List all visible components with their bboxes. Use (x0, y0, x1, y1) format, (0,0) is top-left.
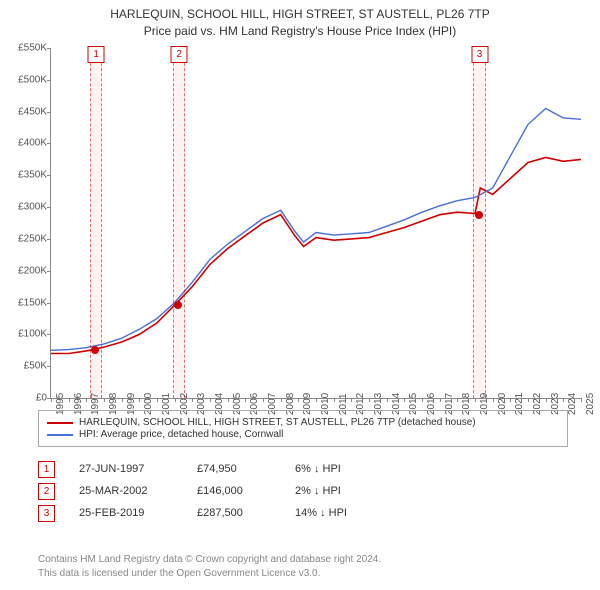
marker-row-diff: 14% ↓ HPI (295, 507, 385, 519)
y-tick-label: £500K (3, 74, 47, 85)
y-tick-label: £150K (3, 297, 47, 308)
marker-table-row: 2 25-MAR-2002 £146,000 2% ↓ HPI (38, 480, 385, 502)
footer-line-1: Contains HM Land Registry data © Crown c… (38, 553, 381, 567)
marker-row-diff: 6% ↓ HPI (295, 463, 385, 475)
marker-row-date: 25-FEB-2019 (79, 507, 179, 519)
sale-marker-band: 2 (173, 48, 186, 398)
legend-swatch-property (47, 422, 73, 424)
footer-line-2: This data is licensed under the Open Gov… (38, 567, 381, 581)
marker-row-date: 27-JUN-1997 (79, 463, 179, 475)
series-line-property (51, 158, 581, 354)
x-tick-label: 2024 (567, 393, 578, 415)
sale-marker-number: 1 (88, 46, 105, 63)
y-tick-label: £400K (3, 138, 47, 149)
marker-row-price: £287,500 (197, 507, 277, 519)
plot-svg (51, 48, 581, 398)
y-tick-label: £100K (3, 329, 47, 340)
footer-attribution: Contains HM Land Registry data © Crown c… (38, 553, 381, 580)
marker-row-number: 3 (38, 505, 55, 522)
marker-row-diff: 2% ↓ HPI (295, 485, 385, 497)
series-line-hpi (51, 109, 581, 351)
legend-item-hpi: HPI: Average price, detached house, Corn… (47, 429, 559, 440)
marker-row-price: £74,950 (197, 463, 277, 475)
chart-plot-area: £0£50K£100K£150K£200K£250K£300K£350K£400… (50, 48, 581, 399)
marker-row-price: £146,000 (197, 485, 277, 497)
x-tick-label: 2025 (585, 393, 596, 415)
legend-swatch-hpi (47, 434, 73, 436)
legend-box: HARLEQUIN, SCHOOL HILL, HIGH STREET, ST … (38, 410, 568, 447)
marker-row-date: 25-MAR-2002 (79, 485, 179, 497)
sale-marker-number: 3 (471, 46, 488, 63)
legend-label-hpi: HPI: Average price, detached house, Corn… (79, 429, 283, 440)
sale-point (174, 301, 182, 309)
y-tick-label: £300K (3, 202, 47, 213)
marker-row-number: 1 (38, 461, 55, 478)
y-tick-label: £200K (3, 265, 47, 276)
y-tick-label: £50K (3, 361, 47, 372)
chart-container: HARLEQUIN, SCHOOL HILL, HIGH STREET, ST … (0, 0, 600, 590)
y-tick-label: £450K (3, 106, 47, 117)
sale-marker-band: 3 (473, 48, 486, 398)
marker-row-number: 2 (38, 483, 55, 500)
legend-item-property: HARLEQUIN, SCHOOL HILL, HIGH STREET, ST … (47, 417, 559, 428)
legend-label-property: HARLEQUIN, SCHOOL HILL, HIGH STREET, ST … (79, 417, 476, 428)
marker-table-row: 3 25-FEB-2019 £287,500 14% ↓ HPI (38, 502, 385, 524)
title-block: HARLEQUIN, SCHOOL HILL, HIGH STREET, ST … (0, 0, 600, 40)
marker-table-row: 1 27-JUN-1997 £74,950 6% ↓ HPI (38, 458, 385, 480)
y-tick-label: £350K (3, 170, 47, 181)
sale-point (91, 346, 99, 354)
marker-table: 1 27-JUN-1997 £74,950 6% ↓ HPI 2 25-MAR-2002 £… (38, 458, 385, 524)
y-tick-label: £0 (3, 393, 47, 404)
title-line-2: Price paid vs. HM Land Registry's House … (0, 23, 600, 40)
y-tick-label: £250K (3, 233, 47, 244)
y-tick-label: £550K (3, 43, 47, 54)
sale-marker-number: 2 (171, 46, 188, 63)
sale-point (475, 211, 483, 219)
title-line-1: HARLEQUIN, SCHOOL HILL, HIGH STREET, ST … (0, 6, 600, 23)
